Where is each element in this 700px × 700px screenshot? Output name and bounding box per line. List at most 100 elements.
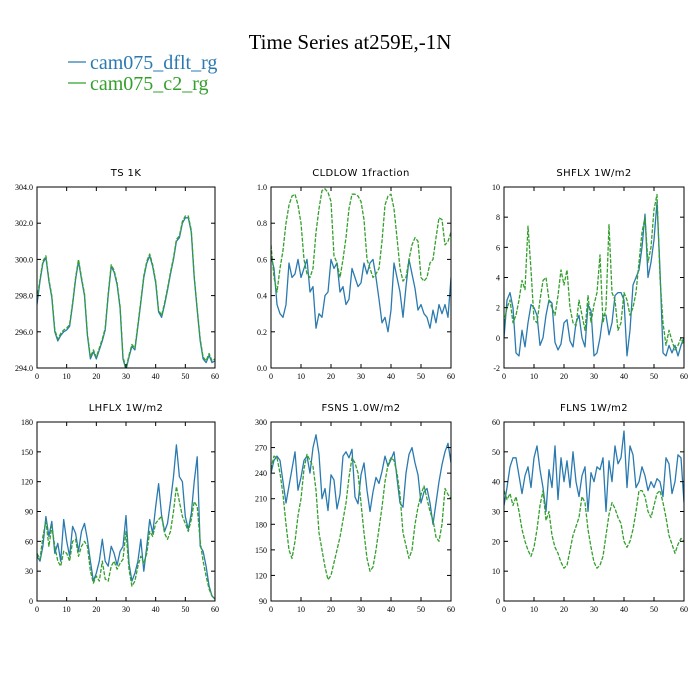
y-tick-label: 40 bbox=[492, 478, 500, 487]
x-tick-label: 0 bbox=[502, 605, 506, 614]
y-tick-label: 8 bbox=[496, 213, 500, 222]
x-tick-label: 0 bbox=[269, 372, 273, 381]
x-tick-label: 40 bbox=[152, 372, 160, 381]
x-tick-label: 50 bbox=[181, 605, 189, 614]
plot-frame bbox=[270, 421, 452, 602]
y-tick-label: 300.0 bbox=[15, 255, 33, 264]
x-tick-label: 30 bbox=[122, 605, 130, 614]
figure-title: Time Series at259E,-1N bbox=[249, 30, 452, 54]
series-line-dflt bbox=[504, 430, 684, 513]
x-tick-label: 0 bbox=[35, 372, 39, 381]
x-tick-label: 10 bbox=[297, 372, 305, 381]
series-line-dflt bbox=[504, 201, 684, 357]
x-tick-label: 50 bbox=[417, 372, 425, 381]
y-tick-label: 6 bbox=[496, 243, 500, 252]
x-tick-label: 10 bbox=[63, 372, 71, 381]
y-tick-label: 10 bbox=[492, 183, 500, 192]
x-tick-label: 60 bbox=[211, 605, 219, 614]
x-tick-label: 30 bbox=[122, 372, 130, 381]
panel-title: TS 1K bbox=[110, 168, 142, 179]
x-tick-label: 30 bbox=[590, 605, 598, 614]
y-tick-label: 180 bbox=[255, 520, 267, 529]
x-tick-label: 10 bbox=[63, 605, 71, 614]
x-tick-label: 40 bbox=[387, 372, 395, 381]
y-tick-label: 0.2 bbox=[257, 328, 267, 337]
legend-label-2: cam075_c2_rg bbox=[90, 73, 209, 95]
y-tick-label: 90 bbox=[25, 508, 33, 517]
panel-4: LHFLX 1W/m2 0 10 20 30 40 50 60 0 30 60 90 120 150 180 bbox=[21, 403, 219, 614]
y-tick-label: 0 bbox=[496, 334, 500, 343]
y-tick-label: 10 bbox=[492, 567, 500, 576]
series-line-dflt bbox=[271, 255, 451, 333]
legend: cam075_dflt_rg cam075_c2_rg bbox=[68, 52, 217, 95]
x-tick-label: 60 bbox=[447, 372, 455, 381]
y-tick-label: 270 bbox=[255, 444, 267, 453]
series-line-c2 bbox=[37, 215, 215, 368]
y-tick-label: 30 bbox=[25, 567, 33, 576]
panel-title: LHFLX 1W/m2 bbox=[89, 403, 164, 414]
panel-6: FLNS 1W/m2 0 10 20 30 40 50 60 0 10 20 30 40 50 60 bbox=[492, 403, 688, 614]
series-line-c2 bbox=[271, 453, 451, 581]
series-line-dflt bbox=[37, 444, 215, 600]
series-line-c2 bbox=[37, 485, 215, 600]
x-tick-label: 60 bbox=[680, 605, 688, 614]
y-tick-label: 300 bbox=[255, 418, 267, 427]
panel-title: CLDLOW 1fraction bbox=[312, 168, 410, 179]
x-tick-label: 10 bbox=[530, 372, 538, 381]
panel-5: FSNS 1.0W/m2 0 10 20 30 40 50 60 90 120 150 180 210 2… bbox=[255, 403, 455, 614]
panel-title: FSNS 1.0W/m2 bbox=[322, 403, 401, 414]
x-tick-label: 0 bbox=[502, 372, 506, 381]
y-tick-label: -2 bbox=[493, 364, 500, 373]
x-tick-label: 50 bbox=[417, 605, 425, 614]
y-tick-label: 296.0 bbox=[15, 328, 33, 337]
x-tick-label: 10 bbox=[530, 605, 538, 614]
y-tick-label: 150 bbox=[21, 448, 33, 457]
y-tick-label: 50 bbox=[492, 448, 500, 457]
y-tick-label: 294.0 bbox=[15, 364, 33, 373]
y-tick-label: 60 bbox=[25, 537, 33, 546]
plot-frame bbox=[503, 421, 685, 602]
y-tick-label: 4 bbox=[496, 274, 500, 283]
y-tick-label: 304.0 bbox=[15, 183, 33, 192]
panel-title: FLNS 1W/m2 bbox=[560, 403, 628, 414]
y-tick-label: 60 bbox=[492, 418, 500, 427]
y-tick-label: 1.0 bbox=[257, 183, 267, 192]
x-tick-label: 20 bbox=[560, 372, 568, 381]
series-line-c2 bbox=[271, 188, 451, 293]
series-line-c2 bbox=[504, 489, 684, 569]
panel-1: TS 1K 0 10 20 30 40 50 60 294.0 296.0 298.0 300.0 30… bbox=[15, 168, 219, 381]
x-tick-label: 60 bbox=[447, 605, 455, 614]
y-tick-label: 20 bbox=[492, 537, 500, 546]
x-tick-label: 20 bbox=[560, 605, 568, 614]
panel-title: SHFLX 1W/m2 bbox=[556, 168, 631, 179]
y-tick-label: 150 bbox=[255, 546, 267, 555]
x-tick-label: 20 bbox=[327, 372, 335, 381]
series-line-dflt bbox=[271, 434, 451, 525]
x-tick-label: 40 bbox=[620, 605, 628, 614]
legend-label-1: cam075_dflt_rg bbox=[90, 52, 217, 74]
series-line-c2 bbox=[504, 193, 684, 351]
y-tick-label: 0.4 bbox=[257, 292, 267, 301]
x-tick-label: 30 bbox=[357, 372, 365, 381]
y-tick-label: 0.6 bbox=[257, 255, 267, 264]
y-tick-label: 180 bbox=[21, 418, 33, 427]
y-tick-label: 240 bbox=[255, 469, 267, 478]
x-tick-label: 30 bbox=[357, 605, 365, 614]
x-tick-label: 30 bbox=[590, 372, 598, 381]
y-tick-label: 298.0 bbox=[15, 292, 33, 301]
y-tick-label: 2 bbox=[496, 304, 500, 313]
x-tick-label: 50 bbox=[181, 372, 189, 381]
y-tick-label: 90 bbox=[259, 597, 267, 606]
y-tick-label: 210 bbox=[255, 495, 267, 504]
series-line-dflt bbox=[37, 217, 215, 368]
y-tick-label: 0.0 bbox=[257, 364, 267, 373]
x-tick-label: 40 bbox=[620, 372, 628, 381]
panels: TS 1K0 10 20 30 40 50 60294.0296.0298.0300.030… bbox=[15, 168, 688, 614]
x-tick-label: 60 bbox=[211, 372, 219, 381]
x-tick-label: 20 bbox=[92, 372, 100, 381]
x-tick-label: 40 bbox=[152, 605, 160, 614]
x-tick-label: 10 bbox=[297, 605, 305, 614]
x-tick-label: 20 bbox=[92, 605, 100, 614]
